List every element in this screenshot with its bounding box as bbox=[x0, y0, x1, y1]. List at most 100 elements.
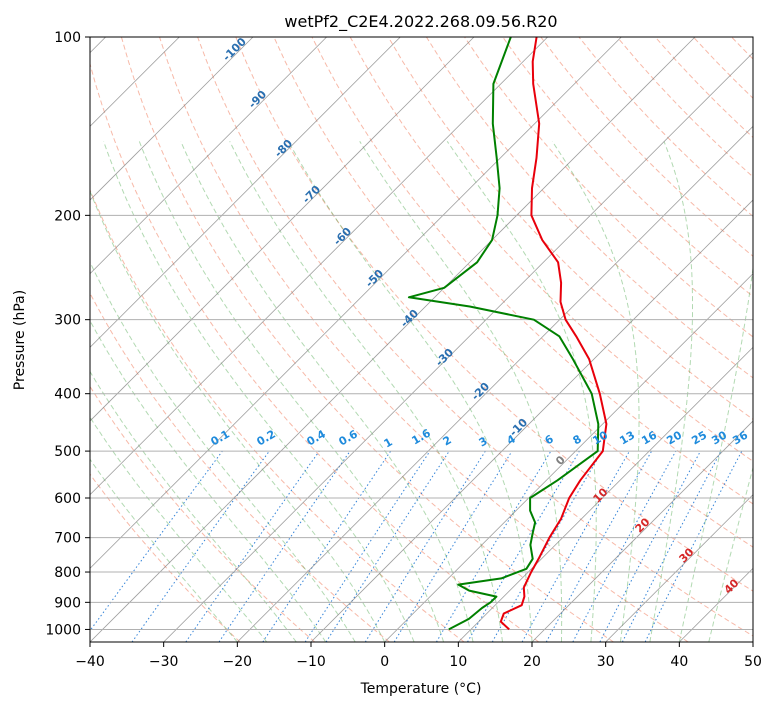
moist-adiabat-label: 30 bbox=[677, 545, 697, 565]
isotherm-line bbox=[310, 199, 753, 642]
y-tick-label: 500 bbox=[54, 444, 81, 460]
mixing-ratio-label: 0.6 bbox=[337, 427, 361, 448]
dry-adiabat-line bbox=[90, 385, 316, 642]
dry-adiabat-label: -20 bbox=[469, 380, 492, 403]
y-tick-label: 600 bbox=[54, 491, 81, 507]
mixing-ratio-label: 0.2 bbox=[255, 427, 278, 448]
dry-adiabat-line bbox=[654, 37, 753, 139]
x-tick-label: 40 bbox=[670, 654, 688, 670]
isotherm-line bbox=[752, 641, 753, 642]
isotherm-line bbox=[90, 37, 696, 642]
dry-adiabat-line bbox=[387, 37, 753, 420]
dry-adiabat-line bbox=[349, 37, 753, 462]
x-tick-label: 30 bbox=[597, 654, 615, 670]
mixing-ratio-label: 36 bbox=[730, 428, 750, 447]
y-tick-label: 100 bbox=[54, 30, 81, 46]
y-tick-label: 200 bbox=[54, 208, 81, 224]
dry-adiabat-label: -100 bbox=[220, 35, 249, 64]
dry-adiabat-line bbox=[197, 37, 753, 637]
y-tick-label: 900 bbox=[54, 595, 81, 611]
dry-adiabat-line bbox=[692, 37, 753, 99]
y-tick-label: 300 bbox=[54, 313, 81, 329]
mixing-ratio-line bbox=[545, 450, 653, 642]
dry-adiabat-line bbox=[90, 473, 241, 642]
background-lines bbox=[90, 37, 775, 642]
mixing-ratio-label: 10 bbox=[590, 428, 610, 447]
y-tick-label: 800 bbox=[54, 565, 81, 581]
isotherm-line bbox=[90, 37, 401, 348]
x-tick-label: −10 bbox=[296, 654, 326, 670]
dry-adiabat-label: -30 bbox=[433, 346, 456, 369]
dry-adiabat-line bbox=[273, 37, 753, 548]
dry-adiabat-line bbox=[464, 37, 753, 338]
isotherm-line bbox=[237, 125, 753, 642]
dry-adiabat-label: -70 bbox=[300, 183, 323, 206]
moist-adiabat-line bbox=[180, 141, 474, 642]
y-tick-label: 400 bbox=[54, 387, 81, 403]
dry-adiabat-line bbox=[90, 292, 390, 642]
moist-adiabat-line bbox=[678, 264, 753, 642]
dry-adiabat-line bbox=[578, 37, 753, 218]
moist-adiabat-label: 20 bbox=[633, 515, 653, 535]
isotherm-line bbox=[384, 273, 753, 642]
isotherm-line bbox=[90, 37, 327, 275]
chart-title: wetPf2_C2E4.2022.268.09.56.R20 bbox=[284, 12, 557, 32]
dry-adiabat-line bbox=[235, 37, 753, 592]
x-axis-title: Temperature (°C) bbox=[360, 681, 482, 697]
moist-adiabat-line bbox=[229, 141, 503, 642]
dry-adiabat-line bbox=[120, 37, 614, 642]
mixing-ratio-label: 16 bbox=[639, 428, 659, 447]
line-labels: -100-90-80-70-60-50-40-30-20-1000.1 0.2 0.… bbox=[209, 35, 751, 597]
dry-adiabat-line bbox=[159, 37, 689, 642]
mixing-ratio-line bbox=[325, 450, 450, 642]
mixing-ratio-label: 0.4 bbox=[305, 427, 329, 448]
pressure-grid bbox=[90, 37, 753, 630]
isotherm-line bbox=[458, 346, 753, 642]
mixing-ratio-line bbox=[262, 450, 392, 642]
x-axis: −40 −30 −20 −10 0 10 20 30 40 50 bbox=[75, 642, 762, 670]
mixing-ratio-label: 30 bbox=[709, 428, 729, 447]
isotherm-line bbox=[531, 420, 753, 642]
mixing-ratio-line bbox=[521, 450, 630, 642]
mixing-ratio-line bbox=[644, 450, 743, 642]
mixing-ratio-line bbox=[218, 450, 351, 642]
dry-adiabat-label: -50 bbox=[363, 267, 386, 290]
dry-adiabat-line bbox=[90, 188, 465, 642]
mixing-ratio-line bbox=[90, 450, 223, 632]
dry-adiabat-label: -90 bbox=[246, 88, 269, 111]
dry-adiabat-line bbox=[770, 37, 775, 642]
isotherm-line bbox=[605, 494, 753, 642]
mixing-ratio-line bbox=[572, 450, 677, 642]
temperature-profile-line bbox=[499, 37, 608, 631]
dewpoint-profile-line bbox=[407, 37, 600, 631]
mixing-ratio-label: 2 bbox=[441, 433, 454, 448]
moist-adiabat-line bbox=[90, 370, 297, 642]
moist-adiabat-line bbox=[649, 141, 693, 642]
mixing-ratio-label: 1 bbox=[382, 435, 395, 450]
moist-adiabat-line bbox=[708, 465, 753, 642]
isotherm-line bbox=[90, 37, 254, 201]
y-tick-label: 1000 bbox=[45, 622, 81, 638]
moist-adiabat-label: 10 bbox=[591, 485, 611, 505]
mixing-ratio-label: 0.1 bbox=[209, 427, 232, 448]
dry-adiabat-label: -80 bbox=[272, 137, 295, 160]
mixing-ratio-label: 6 bbox=[543, 432, 556, 447]
isotherm-line bbox=[90, 37, 622, 569]
x-tick-label: 20 bbox=[523, 654, 541, 670]
mixing-ratio-label: 3 bbox=[477, 434, 490, 449]
dry-adiabat-line bbox=[90, 62, 540, 642]
y-tick-label: 700 bbox=[54, 531, 81, 547]
x-tick-label: −30 bbox=[149, 654, 179, 670]
mixing-ratio-line bbox=[364, 450, 486, 642]
moist-adiabat-line bbox=[90, 458, 238, 642]
mixing-ratio-line bbox=[131, 450, 270, 642]
mixing-ratio-line bbox=[393, 450, 513, 642]
isotherm-line bbox=[90, 37, 548, 496]
x-tick-label: −40 bbox=[75, 654, 105, 670]
y-axis: 100 200 300 400 500 600 700 800 900 1000 bbox=[45, 30, 90, 638]
dry-adiabat-line bbox=[425, 37, 753, 379]
isotherm-line bbox=[90, 37, 475, 422]
sounding-series bbox=[407, 37, 608, 631]
mixing-ratio-label: 13 bbox=[617, 429, 637, 448]
